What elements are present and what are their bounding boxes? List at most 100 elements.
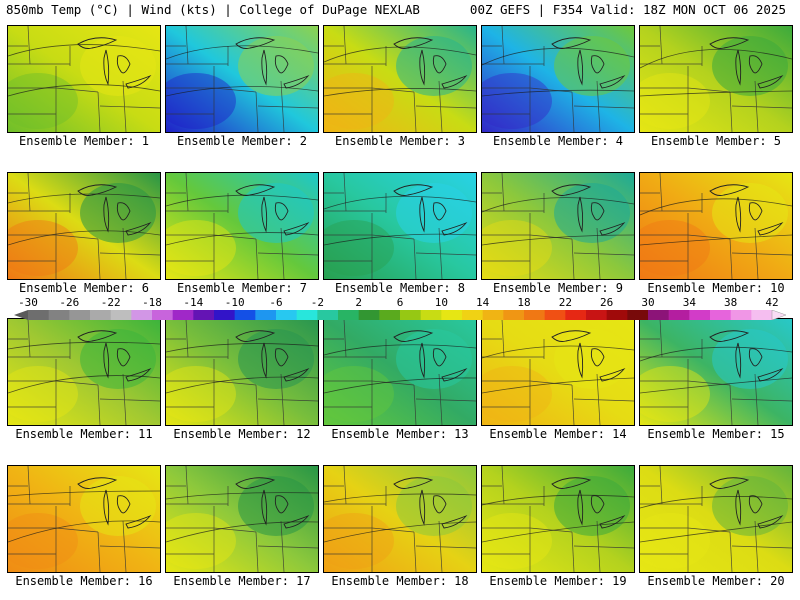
colorbar-tick-label: 2 [355,296,362,309]
colorbar-segment [48,310,70,320]
colorbar-segment [751,310,773,320]
colorbar-tick-label: 26 [600,296,614,309]
colorbar-segment [358,310,380,320]
colorbar-high-arrow [771,310,786,320]
colorbar-segment [255,310,277,320]
ensemble-member-map [639,465,793,573]
ensemble-member-label: Ensemble Member: 16 [15,574,153,588]
ensemble-member-map [7,465,161,573]
ensemble-member-label: Ensemble Member: 12 [173,427,311,441]
ensemble-member-label: Ensemble Member: 8 [334,281,466,295]
colorbar-tick-label: -22 [100,296,121,309]
colorbar-tick-label: 22 [558,296,572,309]
ensemble-member-map [7,25,161,133]
ensemble-member-label: Ensemble Member: 6 [18,281,150,295]
colorbar-segment [172,310,194,320]
ensemble-member-map [481,318,635,426]
ensemble-member-label: Ensemble Member: 1 [18,134,150,148]
ensemble-member-map [165,25,319,133]
colorbar-tick-label: 30 [641,296,655,309]
colorbar-segment [689,310,711,320]
colorbar-segment [544,310,566,320]
run-valid-time: 00Z GEFS | F354 Valid: 18Z MON OCT 06 20… [469,2,786,17]
colorbar-tick-label: -30 [18,296,38,309]
colorbar-segment [338,310,360,320]
colorbar-segment [503,310,525,320]
colorbar-segment [69,310,91,320]
ensemble-member-label: Ensemble Member: 5 [650,134,782,148]
colorbar-segment [152,310,174,320]
colorbar-tick-label: -14 [183,296,204,309]
colorbar-segment [524,310,546,320]
colorbar-tick-label: 18 [517,296,531,309]
colorbar-tick-label: 34 [682,296,696,309]
ensemble-member-map [639,172,793,280]
colorbar-segment [400,310,422,320]
ensemble-member-label: Ensemble Member: 9 [492,281,624,295]
colorbar-segment [193,310,215,320]
colorbar-segment [565,310,587,320]
colorbar-tick-label: -6 [269,296,283,309]
colorbar-segment [441,310,463,320]
ensemble-member-map [7,172,161,280]
ensemble-member-label: Ensemble Member: 3 [334,134,466,148]
colorbar-segment [586,310,608,320]
colorbar-segment [90,310,112,320]
ensemble-member-label: Ensemble Member: 18 [331,574,469,588]
colorbar-tick-label: -26 [59,296,80,309]
colorbar-segment [648,310,670,320]
colorbar-tick-label: 38 [724,296,738,309]
ensemble-member-label: Ensemble Member: 14 [489,427,627,441]
ensemble-member-map [323,25,477,133]
colorbar-segment [379,310,401,320]
ensemble-member-map [323,318,477,426]
ensemble-member-map [323,465,477,573]
colorbar-segment [606,310,628,320]
ensemble-member-map [165,318,319,426]
ensemble-member-map [481,465,635,573]
colorbar-segment [462,310,484,320]
ensemble-member-map [165,172,319,280]
colorbar-tick-label: 14 [476,296,490,309]
colorbar-segment [710,310,732,320]
colorbar-tick-label: -10 [224,296,245,309]
ensemble-member-map [323,172,477,280]
ensemble-member-label: Ensemble Member: 2 [176,134,308,148]
ensemble-member-map [481,25,635,133]
colorbar-segment [730,310,752,320]
ensemble-member-label: Ensemble Member: 7 [176,281,308,295]
ensemble-member-label: Ensemble Member: 15 [647,427,785,441]
ensemble-member-map [481,172,635,280]
colorbar-segment [317,310,339,320]
colorbar-segment [627,310,649,320]
ensemble-member-label: Ensemble Member: 11 [15,427,153,441]
colorbar-tick-label: 42 [765,296,779,309]
temperature-colorbar [14,310,786,320]
ensemble-member-label: Ensemble Member: 19 [489,574,627,588]
colorbar-segment [28,310,50,320]
colorbar-segment [420,310,442,320]
ensemble-member-label: Ensemble Member: 20 [647,574,785,588]
colorbar-tick-label: -18 [142,296,162,309]
colorbar-segment [668,310,690,320]
colorbar-tick-label: 6 [396,296,404,309]
colorbar-segment [110,310,132,320]
colorbar-tick-label: -2 [310,296,324,309]
colorbar-low-arrow [14,310,28,320]
colorbar-segment [276,310,298,320]
ensemble-member-label: Ensemble Member: 13 [331,427,469,441]
ensemble-member-label: Ensemble Member: 4 [492,134,624,148]
colorbar-tick-label: 10 [434,296,448,309]
colorbar-segment [131,310,153,320]
colorbar-segment [482,310,504,320]
map-title: 850mb Temp (°C) | Wind (kts) | College o… [6,2,420,17]
colorbar-segment [296,310,318,320]
ensemble-member-map [639,318,793,426]
colorbar-segment [234,310,256,320]
colorbar-segment [214,310,236,320]
ensemble-member-label: Ensemble Member: 17 [173,574,311,588]
ensemble-member-map [165,465,319,573]
ensemble-member-map [639,25,793,133]
ensemble-member-map [7,318,161,426]
ensemble-member-label: Ensemble Member: 10 [647,281,785,295]
